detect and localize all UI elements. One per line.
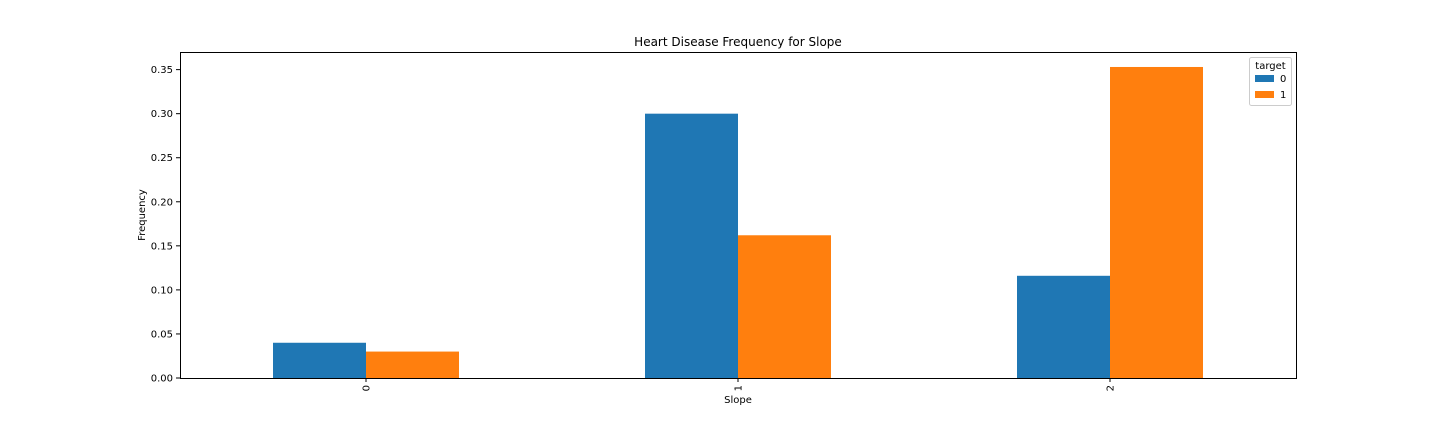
- x-tick-label: 0: [362, 385, 373, 391]
- x-axis-label: Slope: [724, 395, 752, 406]
- legend: target 0 1: [1249, 57, 1292, 106]
- legend-label-1: 1: [1280, 90, 1286, 101]
- bar-series-0-slope-1: [645, 113, 738, 379]
- bar-series-1-slope-2: [1110, 66, 1203, 378]
- legend-swatch-1: [1255, 91, 1274, 98]
- bar-series-0-slope-2: [1017, 275, 1110, 378]
- x-axis-ticks: 0 1 2: [362, 378, 1117, 391]
- y-tick-label: 0.10: [151, 285, 173, 296]
- legend-swatch-0: [1255, 75, 1274, 82]
- plot-frame: [180, 52, 1297, 379]
- y-tick-label: 0.35: [151, 65, 173, 76]
- y-axis-label: Frequency: [137, 189, 148, 241]
- bar-series-1-slope-1: [738, 235, 831, 378]
- x-tick-label: 1: [734, 385, 745, 391]
- bars-group: [273, 66, 1203, 379]
- chart-title: Heart Disease Frequency for Slope: [634, 35, 842, 49]
- legend-title: target: [1255, 61, 1285, 72]
- y-tick-label: 0.05: [151, 329, 173, 340]
- y-tick-label: 0.00: [151, 374, 173, 385]
- y-axis-ticks: 0.00 0.05 0.10 0.15 0.20 0.25 0.30 0.35: [151, 65, 180, 385]
- legend-label-0: 0: [1280, 74, 1286, 85]
- x-tick-label: 2: [1106, 385, 1117, 391]
- y-tick-label: 0.30: [151, 109, 173, 120]
- y-tick-label: 0.20: [151, 197, 173, 208]
- y-tick-label: 0.25: [151, 153, 173, 164]
- bar-series-0-slope-0: [273, 342, 366, 378]
- bar-series-1-slope-0: [366, 351, 459, 378]
- y-tick-label: 0.15: [151, 241, 173, 252]
